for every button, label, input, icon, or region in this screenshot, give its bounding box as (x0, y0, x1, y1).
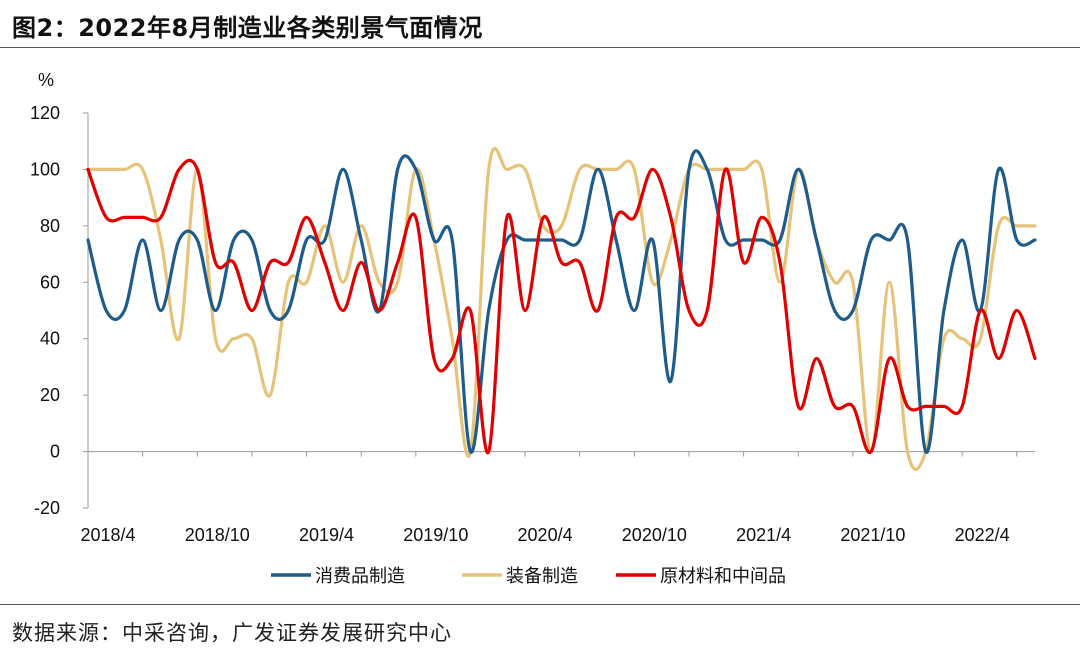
series-line-3 (86, 158, 1037, 455)
source-note: 数据来源：中采咨询，广发证券发展研究中心 (12, 621, 452, 645)
legend-label: 消费品制造 (315, 566, 405, 587)
y-tick-label: -20 (34, 498, 60, 518)
x-tick-label: 2020/4 (518, 525, 573, 545)
chart-axes: % -20 0 20 40 60 80 100 120 2018/4 2018/10 2019/4 20… (30, 70, 1035, 545)
y-tick-label: 120 (30, 103, 60, 123)
x-tick-label: 2019/10 (403, 525, 468, 545)
figure-title: 图2：2022年8月制造业各类别景气面情况 (12, 14, 483, 42)
x-tick-label: 2018/4 (80, 525, 135, 545)
legend-label: 装备制造 (506, 566, 578, 587)
legend-label: 原材料和中间品 (660, 566, 786, 587)
x-tick-label: 2021/4 (736, 525, 791, 545)
x-tick-label: 2019/4 (299, 525, 354, 545)
chart-series (86, 147, 1037, 471)
y-tick-label: 40 (40, 329, 60, 349)
y-tick-label: 60 (40, 272, 60, 292)
x-tick-label: 2022/4 (955, 525, 1010, 545)
chart-legend: 消费品制造 装备制造 原材料和中间品 (271, 566, 786, 587)
x-tick-label: 2018/10 (185, 525, 250, 545)
y-tick-label: 100 (30, 159, 60, 179)
series-line-1 (86, 149, 1037, 454)
y-axis-unit: % (38, 70, 54, 90)
y-tick-label: 80 (40, 216, 60, 236)
source-divider (0, 604, 1080, 605)
y-tick-label: 0 (50, 442, 60, 462)
x-tick-label: 2021/10 (840, 525, 905, 545)
title-divider (0, 47, 1080, 48)
x-tick-label: 2020/10 (622, 525, 687, 545)
series-line-2 (86, 147, 1037, 471)
y-tick-label: 20 (40, 385, 60, 405)
